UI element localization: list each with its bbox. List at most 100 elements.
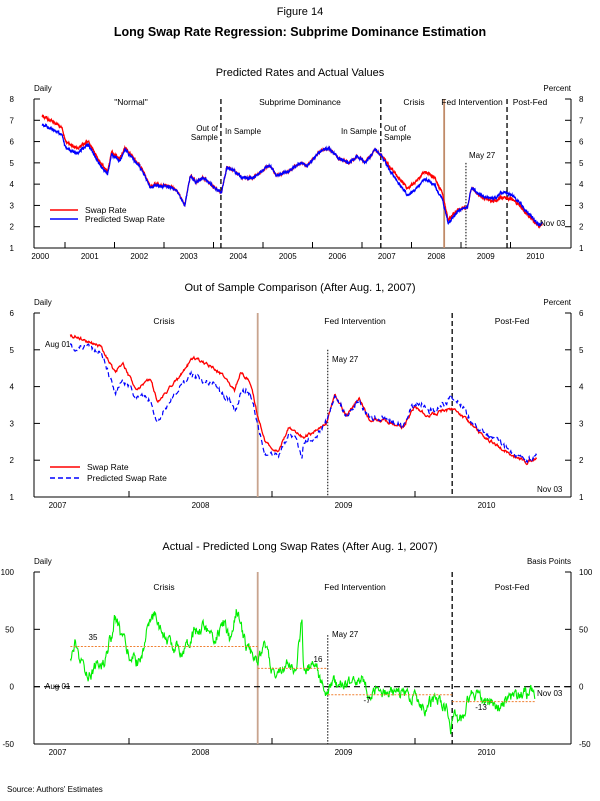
- x-tick-label: 2010: [478, 501, 496, 510]
- x-tick-label: 2007: [378, 252, 396, 261]
- figure-number: Figure 14: [277, 6, 323, 18]
- period-label: Fed Intervention: [324, 582, 386, 592]
- x-tick-label: 2009: [477, 252, 495, 261]
- y-tick-label-right: 50: [579, 625, 588, 634]
- period-label: Subprime Dominance: [259, 97, 341, 107]
- y-tick-label-left: 6: [10, 309, 15, 318]
- y-tick-label-left: 5: [10, 346, 15, 355]
- annotation-label: May 27: [332, 630, 359, 639]
- x-tick-label: 2008: [427, 252, 445, 261]
- period-mean-label: 16: [314, 655, 323, 664]
- y-tick-label-left: 2: [10, 456, 15, 465]
- y-tick-label-left: 6: [10, 138, 15, 147]
- period-label: Fed Intervention: [441, 97, 503, 107]
- period-label: Post-Fed: [495, 316, 530, 326]
- series-swap-rate: [69, 334, 538, 466]
- x-tick-label: 2000: [31, 252, 49, 261]
- y-tick-label-right: 6: [579, 309, 584, 318]
- panel-title: Out of Sample Comparison (After Aug. 1, …: [184, 282, 415, 294]
- x-tick-label: 2007: [49, 748, 67, 757]
- y-tick-label-right: -50: [579, 740, 591, 749]
- y-tick-label-right: 1: [579, 493, 584, 502]
- y-tick-label-left: 1: [10, 493, 15, 502]
- legend-label-swap-rate: Swap Rate: [87, 462, 129, 472]
- series-actual-minus-predicted: [69, 609, 536, 735]
- y-tick-label-left: 50: [5, 625, 14, 634]
- y-axis-label-right: Percent: [543, 298, 571, 307]
- x-tick-label: 2009: [335, 501, 353, 510]
- x-tick-label: 2010: [526, 252, 544, 261]
- y-tick-label-right: 5: [579, 159, 584, 168]
- legend-label-swap-rate: Swap Rate: [85, 205, 127, 215]
- x-tick-label: 2006: [328, 252, 346, 261]
- annotation-label: In Sample: [225, 127, 262, 136]
- y-tick-label-left: 4: [10, 180, 15, 189]
- figure-title: Long Swap Rate Regression: Subprime Domi…: [114, 25, 486, 39]
- y-tick-label-right: 0: [579, 683, 584, 692]
- annotation-label: Out of: [196, 124, 219, 133]
- annotation-label: Sample: [191, 133, 219, 142]
- annotation-label: May 27: [469, 151, 496, 160]
- annotation-label: Nov 03: [540, 219, 566, 228]
- x-tick-label: 2005: [279, 252, 297, 261]
- y-tick-label-right: 8: [579, 95, 584, 104]
- x-tick-label: 2010: [478, 748, 496, 757]
- y-axis-label-left: Daily: [34, 557, 52, 566]
- y-tick-label-left: 8: [10, 95, 15, 104]
- panel-title: Predicted Rates and Actual Values: [216, 67, 385, 79]
- y-tick-label-left: 0: [10, 683, 15, 692]
- y-axis-label-left: Daily: [34, 298, 52, 307]
- y-tick-label-left: 3: [10, 419, 15, 428]
- period-label: Fed Intervention: [324, 316, 386, 326]
- x-tick-label: 2008: [192, 748, 210, 757]
- series-predicted-swap-rate: [41, 122, 543, 227]
- y-tick-label-right: 3: [579, 201, 584, 210]
- y-tick-label-right: 4: [579, 383, 584, 392]
- y-tick-label-left: 100: [1, 568, 15, 577]
- annotation-label: Sample: [384, 133, 412, 142]
- y-tick-label-right: 6: [579, 138, 584, 147]
- period-label: "Normal": [114, 97, 147, 107]
- x-tick-label: 2009: [335, 748, 353, 757]
- x-tick-label: 2002: [130, 252, 148, 261]
- x-tick-label: 2008: [192, 501, 210, 510]
- annotation-label: Nov 03: [537, 485, 563, 494]
- period-label: Post-Fed: [513, 97, 548, 107]
- y-axis-label-right: Basis Points: [527, 557, 571, 566]
- panel-1: Predicted Rates and Actual Values Daily Pe…: [10, 67, 584, 261]
- y-tick-label-right: 1: [579, 244, 584, 253]
- y-tick-label-left: -50: [2, 740, 14, 749]
- annotation-label: May 27: [332, 355, 359, 364]
- annotation-label: In Sample: [341, 127, 378, 136]
- y-tick-label-right: 2: [579, 456, 584, 465]
- x-tick-label: 2001: [81, 252, 99, 261]
- annotation-label: Nov 03: [537, 689, 563, 698]
- period-label: Crisis: [153, 316, 174, 326]
- y-axis-label-right: Percent: [543, 84, 571, 93]
- y-axis-label-left: Daily: [34, 84, 52, 93]
- y-tick-label-left: 3: [10, 201, 15, 210]
- period-mean-label: 35: [89, 633, 98, 642]
- panel-2: Out of Sample Comparison (After Aug. 1, …: [10, 282, 584, 510]
- panel-title: Actual - Predicted Long Swap Rates (Afte…: [162, 541, 437, 553]
- period-label: Post-Fed: [495, 582, 530, 592]
- period-mean-label: -7: [363, 696, 371, 705]
- y-tick-label-left: 5: [10, 159, 15, 168]
- annotation-label: Out of: [384, 124, 407, 133]
- panel-3: Actual - Predicted Long Swap Rates (Afte…: [1, 541, 593, 757]
- y-tick-label-right: 5: [579, 346, 584, 355]
- y-tick-label-left: 2: [10, 223, 15, 232]
- annotation-label: Aug 01: [45, 340, 71, 349]
- legend-label-predicted: Predicted Swap Rate: [87, 473, 167, 483]
- series-predicted-swap-rate: [69, 343, 538, 464]
- x-tick-label: 2004: [229, 252, 247, 261]
- x-tick-label: 2007: [49, 501, 67, 510]
- y-tick-label-left: 7: [10, 116, 15, 125]
- period-mean-label: -13: [475, 703, 487, 712]
- y-tick-label-right: 3: [579, 419, 584, 428]
- source-note: Source: Authors' Estimates: [7, 785, 103, 794]
- y-tick-label-left: 4: [10, 383, 15, 392]
- y-tick-label-right: 7: [579, 116, 584, 125]
- x-tick-label: 2003: [180, 252, 198, 261]
